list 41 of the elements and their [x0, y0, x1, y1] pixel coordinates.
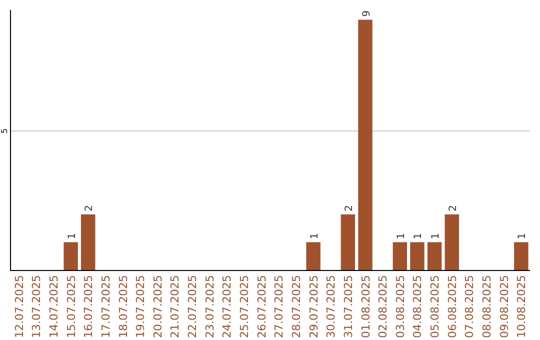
data-label: 1 — [517, 232, 528, 240]
x-tick-label: 17.07.2025 — [99, 275, 112, 338]
x-tick-label: 05.08.2025 — [428, 275, 442, 338]
x-tick-label: 02.08.2025 — [376, 275, 390, 338]
x-tick-label: 08.08.2025 — [480, 275, 494, 338]
x-tick-label: 09.08.2025 — [498, 275, 511, 338]
x-tick-label: 20.07.2025 — [151, 275, 164, 338]
data-label: 2 — [448, 205, 459, 212]
x-tick-label: 12.07.2025 — [12, 275, 26, 338]
x-tick-label: 07.08.2025 — [463, 275, 476, 338]
x-tick-label: 03.08.2025 — [394, 275, 407, 338]
x-tick-label: 28.07.2025 — [290, 275, 303, 338]
x-tick-label: 29.07.2025 — [307, 275, 320, 338]
x-tick-label: 04.08.2025 — [411, 275, 424, 338]
x-tick-label: 25.07.2025 — [238, 275, 252, 338]
x-tick-label: 01.08.2025 — [359, 275, 372, 338]
x-tick-label: 15.07.2025 — [64, 275, 78, 338]
data-label: 1 — [396, 232, 407, 240]
x-tick-label: 23.07.2025 — [203, 275, 216, 338]
data-label: 1 — [66, 232, 78, 240]
x-tick-label: 31.07.2025 — [342, 275, 355, 338]
x-tick-label: 26.07.2025 — [255, 275, 268, 338]
x-tick-label: 13.07.2025 — [30, 275, 44, 338]
x-tick-label: 10.08.2025 — [515, 275, 528, 338]
x-tick-label: 21.07.2025 — [168, 275, 182, 338]
x-tick-label: 18.07.2025 — [116, 275, 130, 338]
y-tick-label: 5 — [0, 128, 9, 134]
x-tick-label: 06.08.2025 — [446, 275, 459, 338]
x-tick-label: 16.07.2025 — [82, 275, 96, 338]
data-label: 2 — [84, 205, 96, 212]
x-tick-label: 22.07.2025 — [186, 275, 200, 338]
data-label: 2 — [344, 205, 355, 212]
x-tick-label: 14.07.2025 — [47, 275, 60, 338]
data-label: 1 — [430, 232, 442, 240]
data-label: 9 — [361, 10, 372, 17]
x-tick-label: 30.07.2025 — [324, 275, 338, 338]
x-tick-label: 24.07.2025 — [220, 275, 234, 338]
x-tick-label: 27.07.2025 — [272, 275, 286, 338]
data-label: 1 — [309, 232, 320, 240]
x-tick-label: 19.07.2025 — [134, 275, 148, 338]
data-label: 1 — [413, 232, 424, 240]
